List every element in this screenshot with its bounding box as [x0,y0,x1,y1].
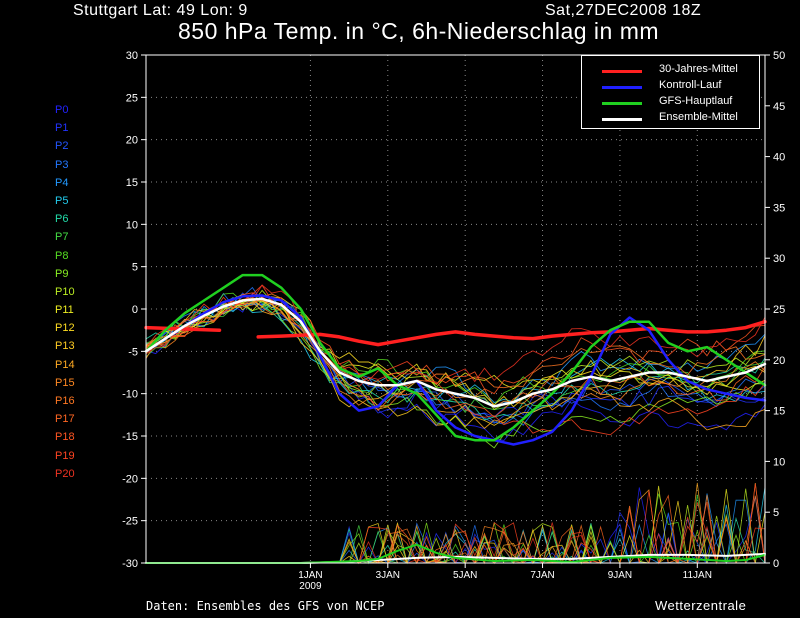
legend-item-gfs-main-run: GFS-Hauptlauf [582,95,759,111]
y-tick-label-right: 30 [773,253,785,265]
ensemble-member-label: P14 [55,358,75,371]
legend-item-control-run: Kontroll-Lauf [582,79,759,95]
y-tick-label-right: 20 [773,355,785,367]
ensemble-member-label: P20 [55,467,75,480]
series-line-ensemble-mittel [144,297,767,408]
series-line-niederschlag-gfs-hauptlauf [145,543,766,564]
ensemble-member-temp-line [145,297,766,421]
x-tick-label: 3JAN [376,570,400,581]
y-tick-label-left: 20 [126,135,138,147]
x-tick-label: 5JAN [453,570,477,581]
y-tick-label-left: 25 [126,92,138,104]
ensemble-member-label: P18 [55,431,75,444]
series-line-30-jahres-mittel [144,325,222,332]
location-label: Stuttgart Lat: 49 Lon: 9 [73,2,248,19]
ensemble-member-label: P4 [55,176,69,189]
ensemble-member-label: P9 [55,267,69,280]
ensemble-member-label: P2 [55,140,69,153]
ensemble-member-temp-line [145,302,766,449]
x-tick-sublabel: 2009 [299,581,322,592]
y-tick-label-left: 0 [132,304,138,316]
y-tick-label-left: -25 [122,516,138,528]
legend-label: GFS-Hauptlauf [659,95,733,107]
y-tick-label-left: -20 [122,473,138,485]
y-tick-label-right: 15 [773,406,785,418]
ensemble-member-label: P17 [55,413,75,426]
ensemble-member-temp-line [145,300,766,431]
ensemble-member-label: P12 [55,322,75,335]
ensemble-member-label: P1 [55,122,69,135]
ensemble-member-list: P0 P1 P2 P3 P4 P5 P6 P7 P8 P9 P10 P11 P12 P13 P14 P15 P1… [55,101,75,483]
y-tick-label-left: -10 [122,389,138,401]
legend-item-climate-mean: 30-Jahres-Mittel [582,63,759,79]
chart-title: 850 hPa Temp. in °C, 6h-Niederschlag in … [178,18,660,44]
ensemble-member-label: P5 [55,194,69,207]
legend-swatch [602,118,642,121]
ensemble-member-label: P7 [55,231,69,244]
legend-label: 30-Jahres-Mittel [659,63,738,75]
data-source-note: Daten: Ensembles des GFS von NCEP [146,599,385,613]
y-tick-label-left: 30 [126,50,138,62]
y-tick-label-left: -5 [128,346,138,358]
y-tick-label-right: 10 [773,456,785,468]
y-tick-label-right: 45 [773,101,785,113]
ensemble-member-label: P8 [55,249,69,262]
ensemble-member-temp-line [145,289,766,410]
ensemble-member-temp-line [145,286,766,426]
brand-label: Wetterzentrale [655,598,747,613]
legend-swatch [602,70,642,73]
y-tick-label-left: 15 [126,177,138,189]
ensemble-member-lines [145,284,766,565]
y-tick-label-left: -15 [122,431,138,443]
legend-swatch [602,86,642,89]
x-tick-label: 7JAN [530,570,554,581]
x-tick-label: 1JAN [298,570,322,581]
y-tick-label-left: -30 [122,558,138,570]
ensemble-member-temp-line [145,292,766,395]
legend-label: Kontroll-Lauf [659,79,722,91]
chart-series [144,273,767,564]
series-line-kontroll-lauf [144,294,767,446]
plot-frame [145,54,766,564]
ensemble-member-label: P15 [55,376,75,389]
x-tick-label: 11JAN [683,570,712,581]
y-tick-label-right: 50 [773,50,785,62]
ensemble-member-label: P10 [55,285,75,298]
chart-legend: 30-Jahres-Mittel Kontroll-Lauf GFS-Haupt… [581,55,760,129]
y-tick-label-left: 10 [126,219,138,231]
ensemble-member-label: P3 [55,158,69,171]
ensemble-member-temp-line [145,284,766,388]
series-line-gfs-hauptlauf [144,273,767,442]
ensemble-member-label: P16 [55,395,75,407]
y-tick-label-right: 40 [773,152,785,164]
y-tick-label-right: 35 [773,202,785,214]
run-date: Sat,27DEC2008 18Z [545,2,702,19]
ensemble-member-label: P19 [55,449,75,462]
y-tick-label-right: 5 [773,507,779,519]
legend-item-ensemble-mean: Ensemble-Mittel [582,111,759,127]
ensemble-member-temp-line [145,294,766,408]
ensemble-member-precip-line [146,493,765,565]
ensemble-member-temp-line [145,292,766,424]
series-line-30-jahres-mittel-cont- [256,319,767,347]
ensemble-member-label: P13 [55,340,75,353]
ensemble-member-temp-line [145,297,766,428]
ensemble-member-temp-line [145,297,766,418]
y-tick-label-right: 25 [773,304,785,316]
y-tick-label-left: 5 [132,262,138,274]
ensemble-member-temp-line [145,296,766,407]
legend-label: Ensemble-Mittel [659,111,738,123]
ensemble-member-temp-line [145,293,766,408]
chart-axes: -30 -25 -20 -15 -10 -5 0 5 10 15 20 25 30 0 5 10 15 20 25 3… [122,50,785,592]
ensemble-member-label: P0 [55,104,69,116]
ensemble-member-label: P6 [55,213,69,226]
ensemble-member-temp-line [145,299,766,391]
y-tick-label-right: 0 [773,558,779,570]
legend-swatch [602,102,642,105]
x-tick-label: 9JAN [608,570,632,581]
ensemble-member-label: P11 [55,304,74,317]
